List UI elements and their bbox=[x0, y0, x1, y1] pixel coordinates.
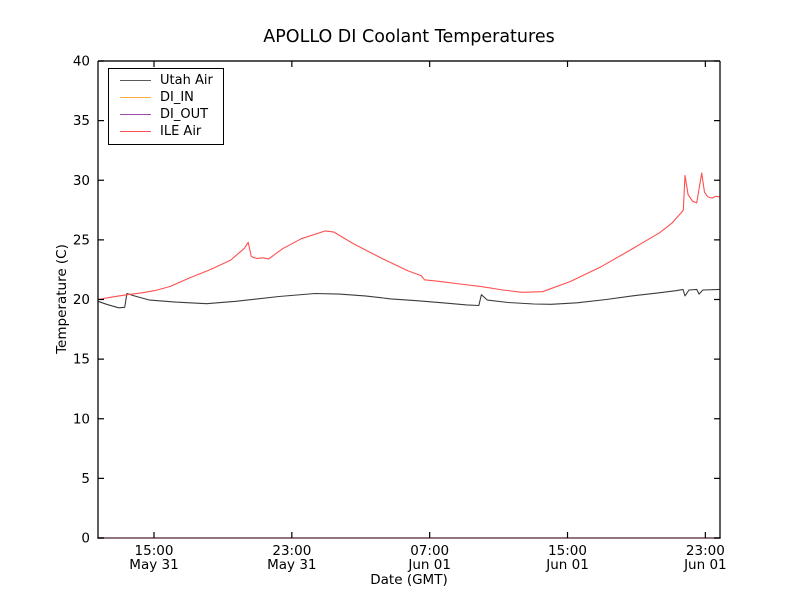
legend-label: DI_IN bbox=[160, 90, 194, 105]
legend-entry: ILE Air bbox=[109, 123, 213, 140]
x-tick-label-date: Jun 01 bbox=[683, 557, 727, 573]
x-tick-label-date: Jun 01 bbox=[545, 557, 589, 573]
y-tick-label: 40 bbox=[73, 54, 90, 70]
y-tick-label: 30 bbox=[73, 173, 90, 189]
legend-entry: DI_OUT bbox=[109, 106, 213, 123]
series-group bbox=[97, 172, 721, 539]
x-tick-label-time: 15:00 bbox=[548, 543, 587, 559]
y-tick-label: 0 bbox=[81, 531, 90, 547]
legend-label: DI_OUT bbox=[160, 107, 209, 122]
legend-line-sample-utah-air bbox=[120, 80, 151, 81]
x-tick-label-time: 07:00 bbox=[410, 543, 449, 559]
legend-label: ILE Air bbox=[160, 124, 202, 139]
legend: Utah Air DI_IN DI_OUT ILE Air bbox=[108, 68, 224, 145]
x-tick-label-date: May 31 bbox=[267, 557, 316, 573]
y-tick-label: 35 bbox=[73, 113, 90, 129]
y-tick-label: 20 bbox=[73, 292, 90, 308]
y-tick-label: 10 bbox=[73, 411, 90, 427]
y-tick-label: 5 bbox=[81, 471, 90, 487]
legend-line-sample-di-in bbox=[120, 97, 151, 98]
x-axis-label: Date (GMT) bbox=[370, 572, 447, 588]
y-axis-label: Temperature (C) bbox=[54, 244, 70, 355]
legend-line-sample-di-out bbox=[120, 114, 151, 115]
legend-entry: Utah Air bbox=[109, 72, 213, 89]
x-tick-label-time: 23:00 bbox=[686, 543, 725, 559]
x-tick-label-time: 15:00 bbox=[135, 543, 174, 559]
legend-entry: DI_IN bbox=[109, 89, 213, 106]
y-tick-label: 25 bbox=[73, 232, 90, 248]
x-tick-label-time: 23:00 bbox=[272, 543, 311, 559]
y-tick-label: 15 bbox=[73, 352, 90, 368]
legend-line-sample-ile-air bbox=[120, 131, 151, 132]
series-line-utah-air bbox=[97, 288, 721, 309]
x-tick-label-date: Jun 01 bbox=[407, 557, 451, 573]
legend-label: Utah Air bbox=[160, 73, 213, 88]
chart-title: APOLLO DI Coolant Temperatures bbox=[263, 27, 554, 47]
series-line-ile-air bbox=[97, 172, 721, 301]
x-tick-label-date: May 31 bbox=[129, 557, 178, 573]
